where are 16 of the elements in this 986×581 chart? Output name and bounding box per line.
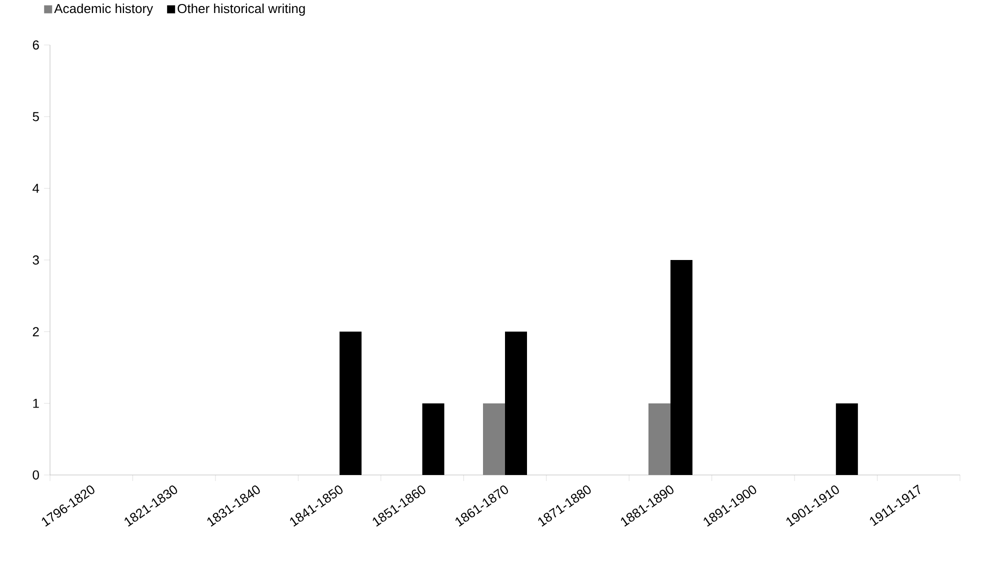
bar xyxy=(483,403,505,475)
legend-label: Academic history xyxy=(54,4,154,16)
y-tick-label: 2 xyxy=(32,327,39,336)
bar xyxy=(505,332,527,475)
bar xyxy=(670,260,692,475)
bar xyxy=(648,403,670,475)
bar xyxy=(340,332,362,475)
y-tick-label: 6 xyxy=(32,40,39,50)
legend-label: Other historical writing xyxy=(178,4,305,16)
y-tick-label: 0 xyxy=(32,470,39,480)
y-tick-label: 5 xyxy=(32,112,39,122)
y-tick-label: 1 xyxy=(33,398,39,408)
bar xyxy=(836,403,858,475)
y-tick-label: 4 xyxy=(32,184,40,193)
bar xyxy=(422,403,444,475)
y-tick-label: 3 xyxy=(32,255,39,265)
